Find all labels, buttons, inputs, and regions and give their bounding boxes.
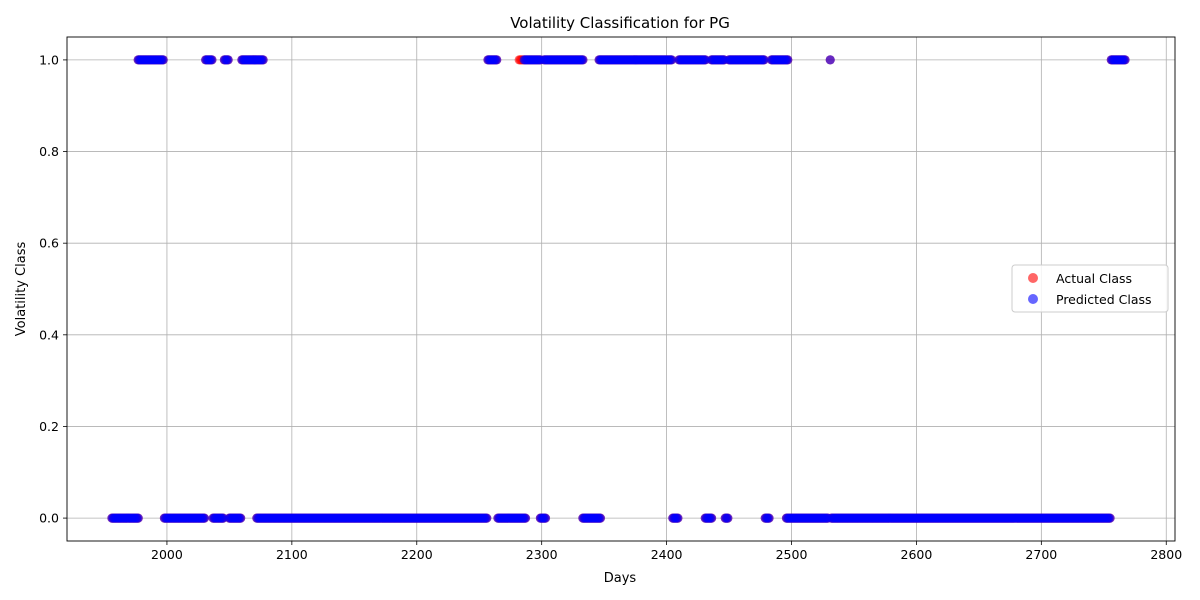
axis-ticks: 2000 2100 2200 2300 2400 2500 2600 2700 2800 0.0 0… (39, 52, 1182, 562)
plot-frame (66, 36, 1176, 542)
x-tick-label: 2200 (401, 547, 433, 562)
y-tick-label: 0.2 (39, 419, 59, 434)
legend-box (1011, 264, 1169, 313)
legend: Actual Class Predicted Class (1011, 264, 1169, 313)
data-point (764, 513, 774, 523)
data-point (540, 513, 551, 523)
x-tick-label: 2100 (276, 547, 308, 562)
data-point (492, 55, 502, 65)
data-point (706, 513, 717, 523)
data-point (520, 513, 531, 523)
y-tick-label: 1.0 (39, 52, 59, 67)
data-point (595, 513, 605, 523)
series-predicted (107, 55, 1130, 523)
data-point (673, 513, 683, 523)
x-tick-label: 2000 (151, 547, 183, 562)
data-point (578, 55, 588, 65)
data-point (1120, 55, 1130, 65)
legend-marker-actual (1028, 273, 1038, 283)
data-point (207, 55, 217, 65)
data-point (236, 513, 246, 523)
y-tick-label: 0.8 (39, 144, 59, 159)
data-point (258, 55, 268, 65)
data-point (1105, 513, 1115, 523)
data-point (133, 513, 143, 523)
chart-title: Volatility Classification for PG (510, 14, 730, 32)
data-point (723, 513, 733, 523)
x-tick-label: 2600 (901, 547, 933, 562)
x-axis-label: Days (604, 571, 637, 586)
legend-label-predicted: Predicted Class (1056, 292, 1152, 307)
data-point (199, 513, 210, 523)
legend-label-actual: Actual Class (1056, 271, 1132, 286)
data-points (107, 55, 1130, 523)
y-tick-label: 0.6 (39, 236, 59, 251)
data-point (825, 55, 835, 65)
data-point (666, 55, 677, 65)
data-point (783, 55, 793, 65)
data-point (158, 55, 168, 65)
data-point (223, 55, 233, 65)
y-tick-label: 0.0 (39, 511, 59, 526)
x-tick-label: 2400 (651, 547, 683, 562)
data-point (482, 513, 492, 523)
x-tick-label: 2800 (1150, 547, 1182, 562)
y-tick-label: 0.4 (39, 327, 59, 342)
legend-marker-predicted (1028, 294, 1038, 304)
x-tick-label: 2500 (776, 547, 808, 562)
data-point (759, 55, 769, 65)
x-tick-label: 2300 (526, 547, 558, 562)
x-tick-label: 2700 (1025, 547, 1057, 562)
y-axis-label: Volatility Class (14, 242, 29, 337)
